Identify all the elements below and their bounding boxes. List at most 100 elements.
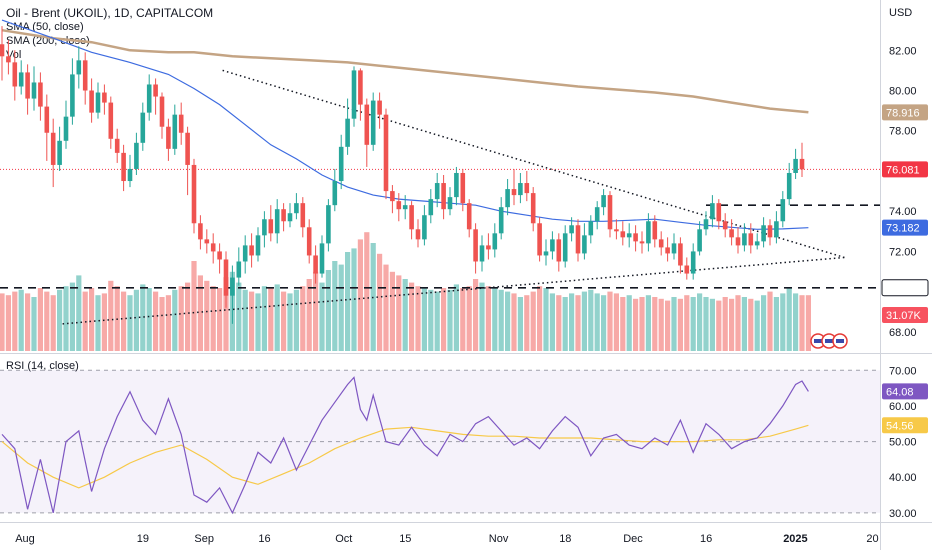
volume-bar xyxy=(281,291,287,351)
trend-line xyxy=(62,256,845,325)
candle xyxy=(31,66,37,111)
candle xyxy=(767,219,773,246)
candle-body xyxy=(18,72,24,87)
price-tick-label: 82.00 xyxy=(889,45,917,57)
time-tick-label: Sep xyxy=(194,533,214,545)
candle-body xyxy=(140,112,146,143)
candle-body xyxy=(498,207,504,234)
volume-bar xyxy=(325,270,331,351)
candle xyxy=(415,219,421,248)
volume-bar xyxy=(44,291,50,351)
candle-body xyxy=(313,255,318,274)
volume-bar xyxy=(511,293,517,351)
candle xyxy=(166,118,171,161)
volume-bar xyxy=(146,288,152,351)
rsi-value-tag: 64.08 xyxy=(886,386,914,398)
volume-bar xyxy=(773,297,779,351)
candle-body xyxy=(626,233,632,238)
candle-body xyxy=(434,183,440,200)
candle-body xyxy=(774,221,779,238)
candle xyxy=(204,229,210,254)
sma50-value-tag-bg xyxy=(882,219,928,236)
sma200-value-tag-bg xyxy=(882,104,928,121)
candle-body xyxy=(383,114,389,192)
candle-body xyxy=(722,221,728,230)
rsi-legend[interactable]: RSI (14, close) xyxy=(6,360,79,372)
candle xyxy=(639,231,645,254)
candle xyxy=(454,166,459,206)
candle xyxy=(76,46,82,89)
volume-bar xyxy=(601,295,607,351)
volume-bar xyxy=(140,284,146,351)
price-tick-label: 74.00 xyxy=(889,206,917,218)
volume-bar xyxy=(0,293,5,351)
candle-body xyxy=(230,277,235,296)
candle xyxy=(134,132,139,175)
volume-value-tag: 31.07K xyxy=(886,310,922,322)
candle-body xyxy=(710,203,715,220)
candle xyxy=(191,158,197,234)
volume-bar xyxy=(441,288,447,351)
candle-body xyxy=(185,132,190,165)
support-level-tag-bg xyxy=(881,279,929,297)
candle xyxy=(729,219,734,246)
candle xyxy=(402,195,408,220)
candle xyxy=(742,223,747,252)
candle-body xyxy=(614,229,619,232)
volume-bar xyxy=(767,291,773,351)
volume-bar xyxy=(626,295,632,351)
candle xyxy=(633,225,638,252)
candle-body xyxy=(70,74,75,117)
volume-bar xyxy=(210,286,216,351)
candle-body xyxy=(633,233,638,242)
candle xyxy=(345,98,350,155)
candle-body xyxy=(620,231,626,238)
volume-bar xyxy=(153,291,159,351)
event-flag-icon xyxy=(836,339,844,343)
candle-body xyxy=(582,235,587,254)
candle-body xyxy=(95,92,101,113)
candle-body xyxy=(377,100,382,115)
candle-body xyxy=(294,203,299,214)
candle xyxy=(716,199,722,230)
support-level-tag: 70.193 xyxy=(886,283,920,295)
volume-bar xyxy=(377,253,383,351)
candle xyxy=(447,187,453,216)
rsi-line xyxy=(1,376,809,515)
candle-body xyxy=(460,172,466,204)
volume-bar xyxy=(396,275,402,351)
candle xyxy=(473,223,478,274)
currency-label[interactable]: USD xyxy=(889,7,913,19)
candle xyxy=(249,233,254,268)
candle xyxy=(575,219,581,262)
volume-bar xyxy=(805,295,811,351)
candle xyxy=(358,68,363,121)
candle-body xyxy=(281,209,286,222)
candle xyxy=(121,144,126,192)
volume-bar xyxy=(345,252,351,351)
volume-bar xyxy=(581,291,587,351)
candle-body xyxy=(249,245,254,256)
volume-bar xyxy=(172,289,178,351)
volume-bar xyxy=(204,280,210,351)
candle xyxy=(671,233,677,260)
volume-bar xyxy=(428,289,434,351)
candle-body xyxy=(748,233,754,246)
volume-bar xyxy=(613,293,619,351)
candle-body xyxy=(121,152,126,182)
candle xyxy=(274,199,280,244)
volume-bar xyxy=(57,289,63,351)
volume-bar xyxy=(741,297,747,351)
candle-body xyxy=(492,233,498,250)
rsi-tick-label: 60.00 xyxy=(889,401,917,413)
sma50-legend[interactable]: SMA (50, close) xyxy=(6,21,84,33)
candle-body xyxy=(524,183,530,194)
candle xyxy=(620,221,626,246)
candle-body xyxy=(198,223,203,240)
candle-body xyxy=(6,56,11,63)
volume-bar xyxy=(165,295,171,351)
candle-body xyxy=(50,132,56,165)
candle xyxy=(178,102,184,145)
candle xyxy=(569,217,574,242)
